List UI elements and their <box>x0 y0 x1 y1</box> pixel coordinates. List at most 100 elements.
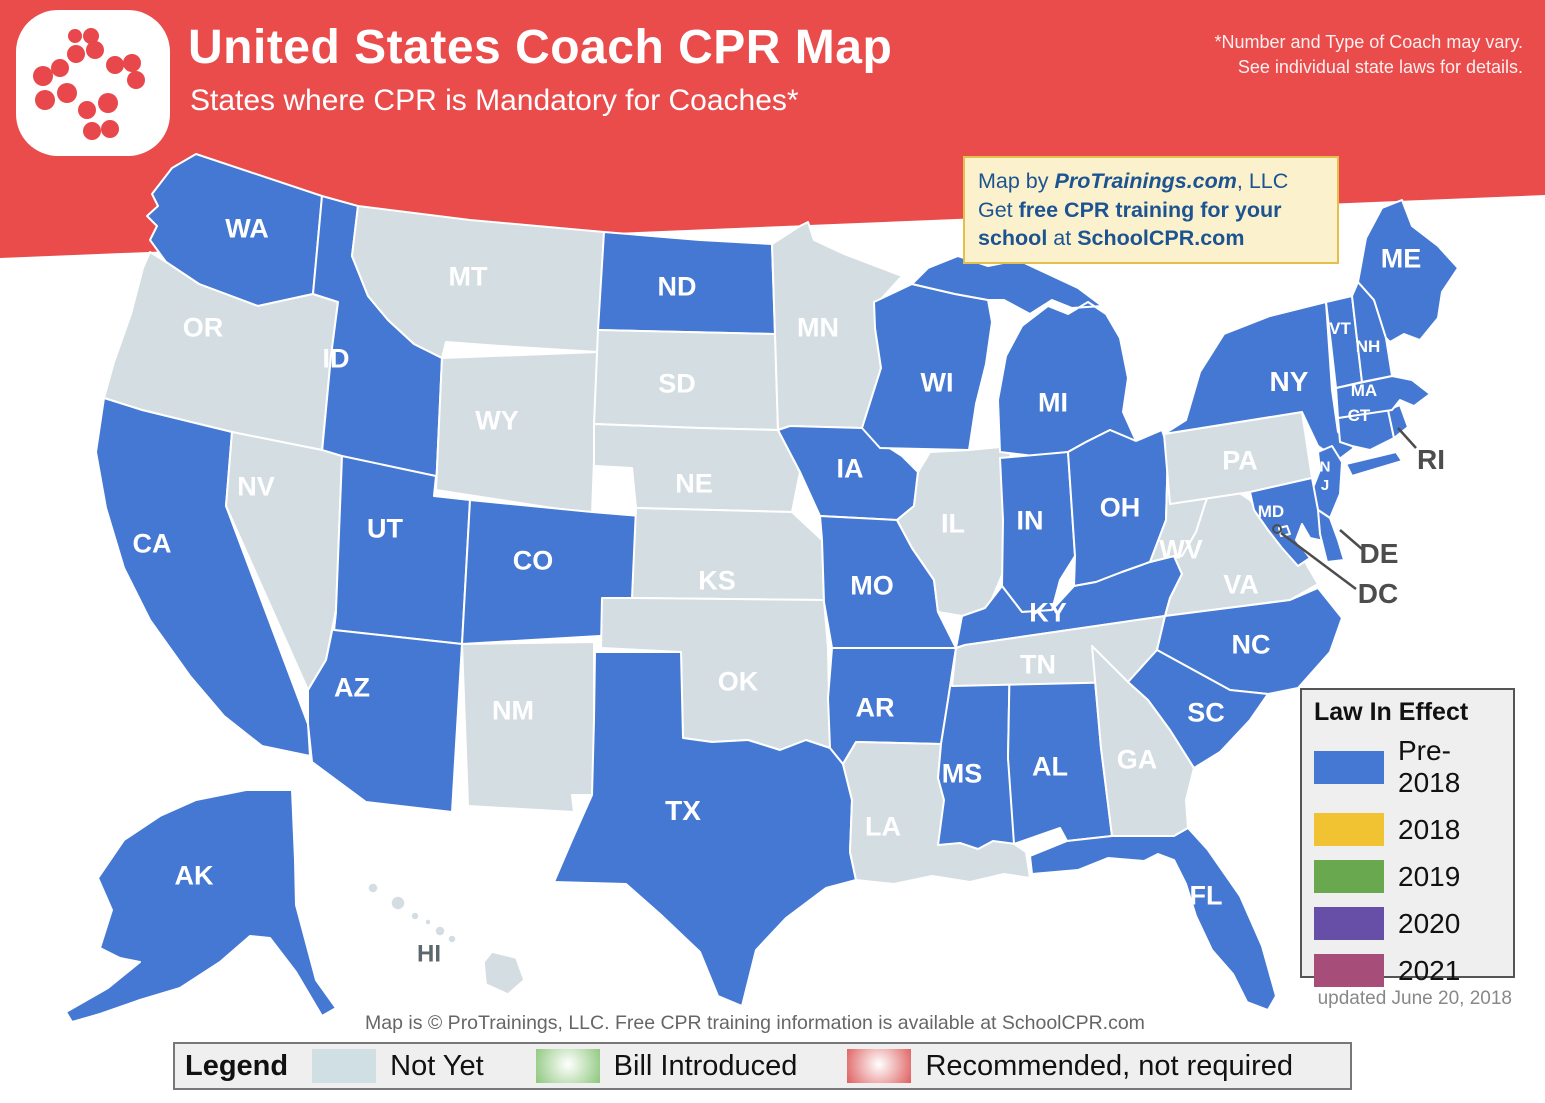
state-IL <box>896 445 1014 617</box>
logo-dot <box>123 54 141 72</box>
logo-dot <box>106 56 124 74</box>
updated-date: updated June 20, 2018 <box>1317 988 1512 1009</box>
state-label-LA: LA <box>865 811 901 841</box>
bottom-legend: Legend Not Yet Bill Introduced Recommended… <box>173 1042 1352 1090</box>
cta-prefix: Get <box>978 197 1019 222</box>
law-legend-label: 2021 <box>1398 954 1461 986</box>
protrainings-link[interactable]: ProTrainings.com <box>1054 169 1237 193</box>
logo-dot <box>127 71 145 89</box>
logo-dot <box>51 59 69 77</box>
state-label-OK: OK <box>718 666 759 696</box>
logo-dot <box>57 83 77 103</box>
bottom-legend-label: Recommended, not required <box>925 1049 1293 1082</box>
state-label-MI: MI <box>1038 387 1068 417</box>
state-label-ME: ME <box>1381 243 1422 273</box>
state-label-FL: FL <box>1190 880 1223 910</box>
state-label-NY: NY <box>1270 366 1309 397</box>
state-label-AL: AL <box>1032 751 1068 781</box>
callout-line-DC <box>1280 531 1357 591</box>
state-label-HI: HI <box>417 940 441 967</box>
page-title: United States Coach CPR Map <box>188 21 893 74</box>
callout-label-RI: RI <box>1417 444 1445 475</box>
bottom-legend-label: Not Yet <box>390 1049 484 1082</box>
state-label-WA: WA <box>225 213 269 243</box>
law-legend-label: 2020 <box>1398 907 1461 939</box>
state-label-MO: MO <box>850 570 894 600</box>
law-legend-title: Law In Effect <box>1314 698 1469 726</box>
callout-label-DC: DC <box>1358 578 1398 609</box>
state-label-OH: OH <box>1100 492 1141 522</box>
law-legend-label: 2018 <box>1398 813 1461 845</box>
state-label-CA: CA <box>133 528 172 558</box>
bottom-legend-label: Bill Introduced <box>613 1049 798 1082</box>
state-callouts: RI DE DC <box>1272 427 1445 609</box>
law-legend-label: Pre-2018 <box>1398 735 1461 798</box>
state-label-MT: MT <box>449 261 488 291</box>
logo-dot <box>83 122 101 140</box>
state-label-SD: SD <box>658 368 696 398</box>
credit-box: Map by ProTrainings.com, LLC Get free CP… <box>963 156 1339 264</box>
state-label-AZ: AZ <box>334 672 370 702</box>
state-label-GA: GA <box>1117 744 1158 774</box>
bottom-legend-item: Bill Introduced <box>535 1049 798 1083</box>
state-label-NV: NV <box>237 471 275 501</box>
law-legend-label: 2019 <box>1398 860 1461 892</box>
state-HI-island <box>424 918 432 926</box>
state-label-KY: KY <box>1029 597 1067 627</box>
law-legend-swatch <box>1314 750 1384 784</box>
states-layer <box>65 153 1459 1023</box>
bottom-legend-swatch <box>312 1049 377 1083</box>
state-DE <box>1317 509 1345 563</box>
state-label-CT: CT <box>1348 406 1371 425</box>
schoolcpr-link[interactable]: SchoolCPR.com <box>1077 226 1245 251</box>
state-label-MD: MD <box>1258 502 1284 521</box>
law-legend-swatch <box>1314 954 1384 987</box>
credit-prefix: Map by <box>978 169 1055 193</box>
state-label-IL: IL <box>941 508 965 538</box>
law-in-effect-legend: Law In Effect Pre-2018 2018 2019 2020 2021 <box>1300 688 1515 987</box>
logo-dot <box>98 93 118 113</box>
callout-line-RI <box>1397 427 1417 449</box>
state-label-NE: NE <box>675 468 713 498</box>
state-label-ID: ID <box>323 343 350 373</box>
law-legend-item-2021: 2021 <box>1314 954 1501 987</box>
state-label-MN: MN <box>797 312 839 342</box>
state-HI <box>483 951 525 995</box>
logo-dot <box>78 101 96 119</box>
state-label-NH: NH <box>1356 337 1381 356</box>
state-RI <box>1387 404 1409 439</box>
law-legend-item-pre-2018: Pre-2018 <box>1314 735 1501 799</box>
state-label-TX: TX <box>665 795 701 826</box>
state-MT <box>351 205 605 359</box>
state-label-IN: IN <box>1017 505 1044 535</box>
state-label-CO: CO <box>513 545 554 575</box>
state-labels: WA OR CA ID NV MT WY UT CO AZ NM ND SD NE KS OK TX MN IA MO… <box>133 213 1422 967</box>
header-note-line2: See individual state laws for details. <box>1237 57 1523 78</box>
bottom-legend-items: Not Yet Bill Introduced Recommended, not r… <box>288 1049 1293 1083</box>
state-label-AK: AK <box>175 860 214 890</box>
state-HI-island <box>447 934 457 944</box>
state-HI-island <box>434 925 446 937</box>
logo-dot <box>33 66 53 86</box>
state-label-IA: IA <box>837 453 864 483</box>
state-label-AR: AR <box>856 692 895 722</box>
state-MA <box>1335 375 1431 419</box>
state-label-SC: SC <box>1187 697 1225 727</box>
cta-mid: at <box>1047 226 1078 251</box>
state-FL <box>1029 827 1277 1011</box>
cta-bold-text: free CPR training for your school <box>978 197 1282 251</box>
bottom-legend-swatch <box>535 1049 600 1083</box>
copyright-text: Map is © ProTrainings, LLC. Free CPR tra… <box>365 1012 1145 1034</box>
state-TX <box>553 651 857 1007</box>
state-SC <box>1127 649 1269 769</box>
state-HI-island <box>410 911 420 921</box>
callout-line-DE <box>1339 529 1363 550</box>
header-note: *Number and Type of Coach may vary. See … <box>1215 30 1523 80</box>
law-legend-item-2019: 2019 <box>1314 860 1501 893</box>
state-label-KS: KS <box>698 565 736 595</box>
logo-dot <box>86 41 104 59</box>
credit-suffix: , LLC <box>1236 169 1289 193</box>
logo-dot <box>68 29 82 43</box>
state-label-VA: VA <box>1223 569 1259 599</box>
